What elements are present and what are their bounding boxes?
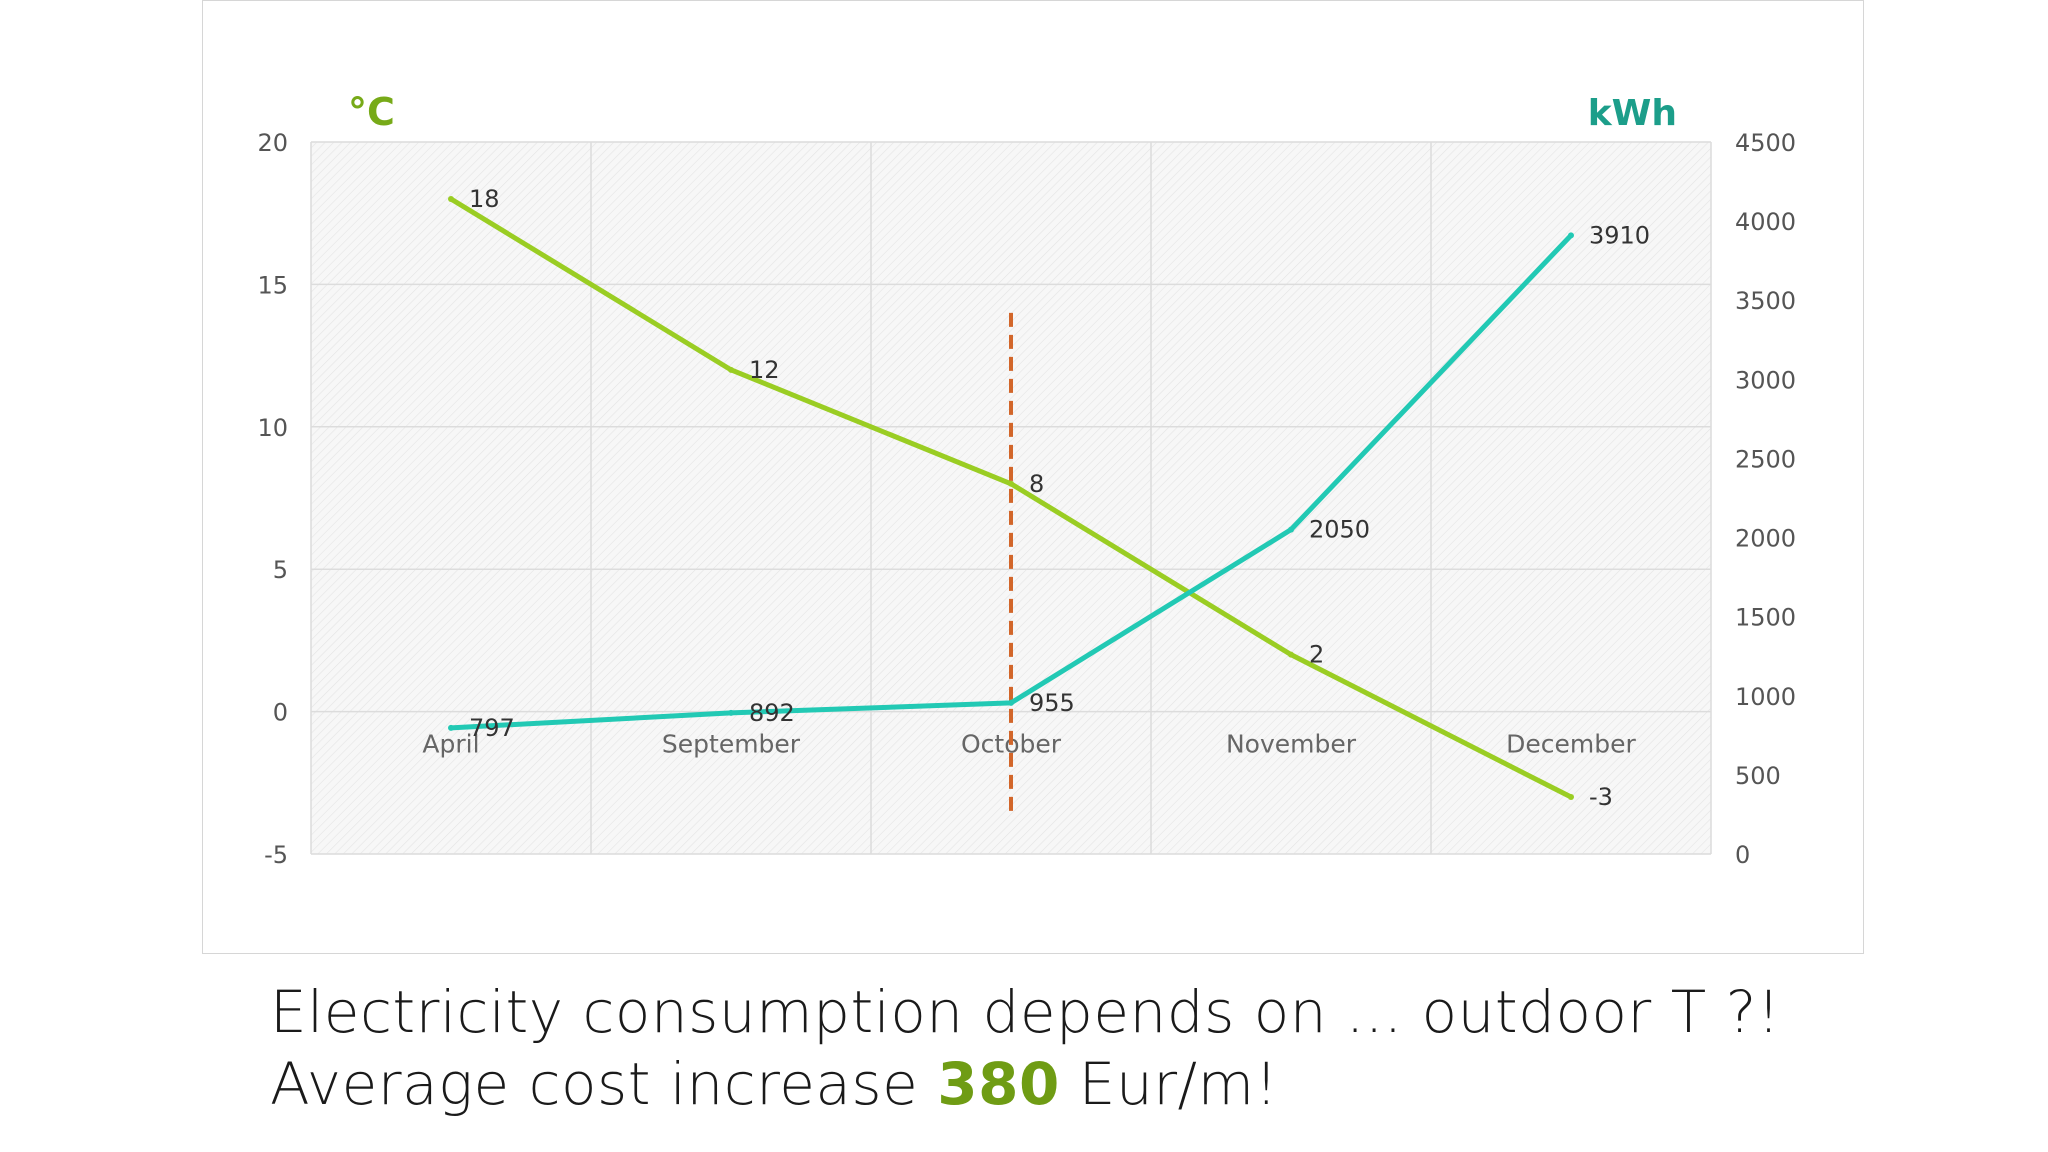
y-left-tick-label: 20 <box>257 129 288 157</box>
y-left-axis: -5 0 5 10 15 20 <box>257 129 288 869</box>
y-left-tick-label: 15 <box>257 271 288 299</box>
consumption-point <box>448 724 454 731</box>
x-tick-label: December <box>1506 730 1636 759</box>
y-left-tick-label: 5 <box>273 556 288 584</box>
y-left-tick-label: -5 <box>264 841 288 869</box>
chart-frame: -5 0 5 10 15 20 0 500 1000 1500 2000 2500 3000 3500 4… <box>202 0 1864 954</box>
temperature-point <box>728 366 734 373</box>
y-right-tick-label: 0 <box>1735 841 1750 869</box>
caption-line-2: Average cost increase 380 Eur/m! <box>270 1050 1278 1118</box>
temperature-point <box>1568 794 1574 801</box>
right-axis-unit-label: kWh <box>1588 93 1677 134</box>
x-tick-label: April <box>422 730 479 759</box>
y-right-axis: 0 500 1000 1500 2000 2500 3000 3500 4000 4500 <box>1735 129 1796 869</box>
cost-increase-value: 380 <box>937 1050 1060 1118</box>
y-left-tick-label: 10 <box>257 414 288 442</box>
consumption-point <box>1288 526 1294 533</box>
consumption-point <box>1568 232 1574 239</box>
y-right-tick-label: 3000 <box>1735 366 1796 394</box>
caption-line-2-suffix: Eur/m! <box>1059 1050 1279 1118</box>
caption-line-1: Electricity consumption depends on ... o… <box>270 978 1781 1046</box>
line-chart: -5 0 5 10 15 20 0 500 1000 1500 2000 2500 3000 3500 4… <box>257 90 1796 869</box>
caption-line-2-prefix: Average cost increase <box>270 1050 938 1118</box>
y-left-tick-label: 0 <box>273 699 288 727</box>
consumption-data-label: 3910 <box>1589 221 1650 249</box>
y-right-tick-label: 3500 <box>1735 287 1796 315</box>
x-tick-label: November <box>1226 730 1357 759</box>
y-right-tick-label: 4000 <box>1735 208 1796 236</box>
y-right-tick-label: 1000 <box>1735 683 1796 711</box>
y-right-tick-label: 1500 <box>1735 604 1796 632</box>
consumption-data-label: 2050 <box>1309 516 1370 544</box>
y-right-tick-label: 4500 <box>1735 129 1796 157</box>
y-right-tick-label: 2500 <box>1735 445 1796 473</box>
temperature-data-label: 12 <box>749 356 780 384</box>
y-right-tick-label: 2000 <box>1735 525 1796 553</box>
temperature-point <box>448 195 454 202</box>
temperature-data-label: 2 <box>1309 641 1324 669</box>
consumption-data-label: 955 <box>1029 689 1075 717</box>
x-tick-label: September <box>662 730 801 759</box>
temperature-data-label: -3 <box>1589 783 1613 811</box>
series-layer: 18 12 8 2 -3 797 892 955 2050 3910 <box>448 185 1650 811</box>
temperature-data-label: 8 <box>1029 470 1044 498</box>
consumption-data-label: 892 <box>749 699 795 727</box>
y-right-tick-label: 500 <box>1735 762 1781 790</box>
consumption-point <box>1008 699 1014 706</box>
consumption-point <box>728 709 734 716</box>
consumption-data-label: 797 <box>469 714 515 742</box>
left-axis-unit-label: °C <box>348 90 395 134</box>
temperature-point <box>1008 480 1014 487</box>
temperature-point <box>1288 651 1294 658</box>
temperature-data-label: 18 <box>469 185 500 213</box>
